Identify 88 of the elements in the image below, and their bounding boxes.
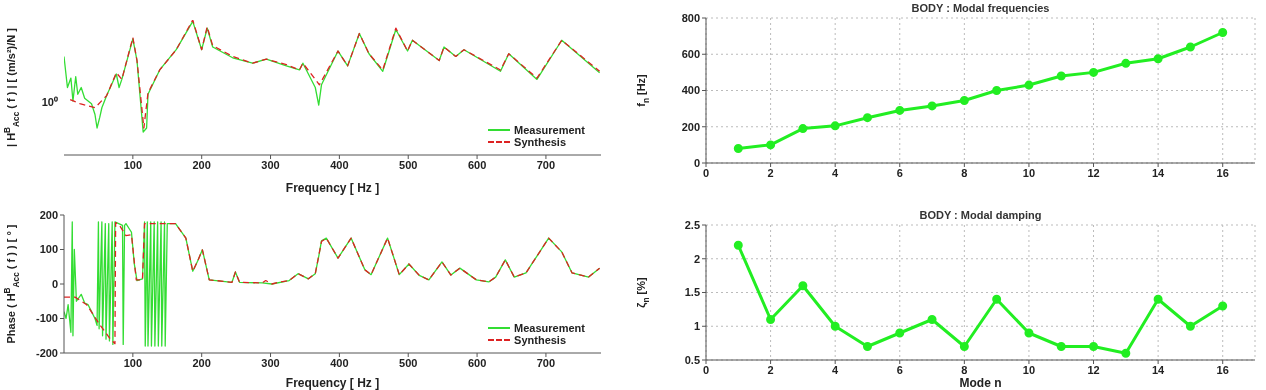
point bbox=[798, 124, 808, 134]
point bbox=[927, 315, 937, 324]
text: 10⁰ bbox=[41, 95, 58, 109]
legend-label: Synthesis bbox=[514, 334, 567, 346]
x-tick-label: 500 bbox=[399, 158, 418, 171]
y-tick-label: 1 bbox=[693, 320, 700, 333]
x-tick-label: 4 bbox=[832, 363, 840, 376]
legend-label: Synthesis bbox=[514, 136, 567, 148]
point bbox=[766, 315, 776, 324]
y-tick-label: 100 bbox=[39, 243, 58, 256]
x-tick-label: 2 bbox=[767, 363, 774, 376]
legend-label: Measurement bbox=[514, 124, 585, 136]
point bbox=[798, 281, 808, 291]
point bbox=[959, 95, 969, 105]
point bbox=[1056, 342, 1066, 351]
legend-label: Measurement bbox=[514, 322, 585, 334]
x-tick-label: 200 bbox=[192, 158, 211, 171]
y-tick-label: 1.5 bbox=[684, 286, 700, 299]
point bbox=[830, 321, 840, 331]
x-axis-title: Mode n bbox=[959, 376, 1002, 390]
x-tick-label: 12 bbox=[1087, 363, 1100, 376]
x-tick-label: 300 bbox=[261, 356, 280, 369]
point bbox=[830, 121, 840, 131]
y-tick-label: 600 bbox=[681, 48, 700, 61]
point bbox=[992, 86, 1002, 95]
x-tick-label: 100 bbox=[123, 158, 143, 171]
x-tick-label: 8 bbox=[961, 363, 968, 376]
y-tick-label: 200 bbox=[39, 208, 58, 221]
point bbox=[1121, 58, 1131, 68]
x-tick-label: 700 bbox=[536, 158, 556, 171]
point bbox=[1089, 67, 1099, 77]
y-tick-label: 0.5 bbox=[684, 353, 700, 366]
x-tick-label: 500 bbox=[399, 356, 418, 369]
x-tick-label: 400 bbox=[330, 356, 349, 369]
x-tick-label: 4 bbox=[832, 166, 840, 179]
point bbox=[733, 240, 743, 250]
point bbox=[1218, 28, 1228, 37]
y-tick-label: -100 bbox=[35, 312, 58, 325]
x-tick-label: 14 bbox=[1151, 363, 1166, 376]
x-tick-label: 400 bbox=[330, 158, 349, 171]
x-tick-label: 12 bbox=[1087, 166, 1100, 179]
x-tick-label: 600 bbox=[467, 356, 487, 369]
point bbox=[959, 342, 969, 351]
x-tick-label: 10 bbox=[1022, 363, 1036, 376]
x-tick-label: 6 bbox=[896, 363, 903, 376]
x-tick-label: 6 bbox=[896, 166, 903, 179]
x-tick-label: 700 bbox=[536, 356, 556, 369]
chart-title: BODY : Modal frequencies bbox=[910, 2, 1051, 14]
point bbox=[992, 294, 1002, 304]
x-axis-title: Frequency [ Hz ] bbox=[285, 181, 380, 195]
x-axis-title: Frequency [ Hz ] bbox=[285, 376, 380, 390]
point bbox=[1089, 342, 1099, 351]
x-tick-label: 600 bbox=[467, 158, 487, 171]
point bbox=[895, 105, 905, 115]
y-tick-label: -200 bbox=[35, 346, 58, 359]
point bbox=[862, 113, 872, 123]
y-tick-label: 2 bbox=[693, 252, 700, 265]
point bbox=[1024, 328, 1034, 338]
x-tick-label: 2 bbox=[767, 166, 774, 179]
x-tick-label: 16 bbox=[1216, 363, 1229, 376]
y-tick-label: 800 bbox=[681, 11, 700, 24]
point bbox=[1185, 42, 1195, 52]
point bbox=[927, 101, 937, 111]
point bbox=[862, 342, 872, 351]
point bbox=[1121, 348, 1131, 358]
point bbox=[1153, 54, 1163, 64]
x-tick-label: 200 bbox=[192, 356, 211, 369]
x-tick-label: 100 bbox=[123, 356, 143, 369]
y-tick-label: 400 bbox=[681, 84, 700, 97]
point bbox=[733, 144, 743, 153]
x-tick-label: 14 bbox=[1151, 166, 1166, 179]
y-tick-label: 2.5 bbox=[684, 218, 700, 231]
y-tick-label: 0 bbox=[51, 277, 58, 290]
x-tick-label: 16 bbox=[1216, 166, 1229, 179]
x-tick-label: 0 bbox=[702, 363, 710, 376]
chart-title: BODY : Modal damping bbox=[918, 209, 1043, 221]
point bbox=[766, 140, 776, 150]
point bbox=[1218, 301, 1228, 311]
point bbox=[1153, 294, 1163, 304]
x-tick-label: 8 bbox=[961, 166, 968, 179]
x-tick-label: 10 bbox=[1022, 166, 1036, 179]
point bbox=[1024, 80, 1034, 90]
point bbox=[1056, 71, 1066, 81]
x-tick-label: 0 bbox=[702, 166, 710, 179]
y-tick-label: 200 bbox=[681, 120, 700, 133]
point bbox=[895, 328, 905, 338]
x-tick-label: 300 bbox=[261, 158, 280, 171]
point bbox=[1185, 321, 1195, 331]
